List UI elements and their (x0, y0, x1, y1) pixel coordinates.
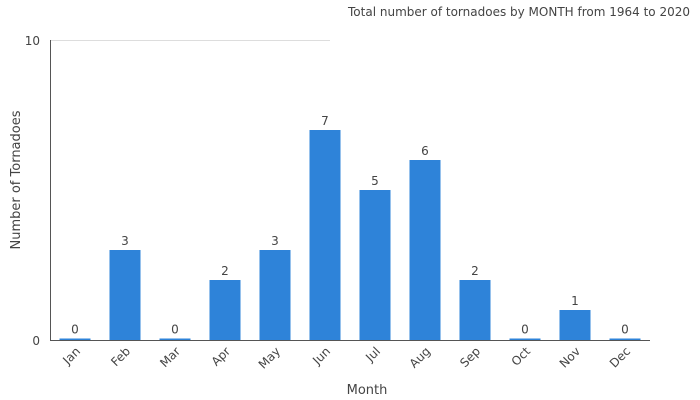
bar-jul (359, 190, 391, 340)
bar-jun (309, 130, 341, 340)
x-tick-label-apr: Apr (209, 344, 234, 369)
bar-feb (109, 250, 141, 340)
chart-title: Total number of tornadoes by MONTH from … (347, 5, 690, 19)
data-label-dec: 0 (621, 323, 629, 337)
data-label-jun: 7 (321, 114, 329, 128)
data-label-aug: 6 (421, 144, 429, 158)
x-tick-labels-group: Jan Feb Mar Apr May Jun Jul Aug Sep Oct Nov Dec (59, 344, 633, 372)
bar-may (259, 250, 291, 340)
y-axis-title: Number of Tornadoes (9, 110, 24, 249)
y-tick-label-max: 10 (25, 34, 40, 48)
bar-aug (409, 160, 441, 340)
data-label-mar: 0 (171, 323, 179, 337)
x-tick-label-jul: Jul (362, 344, 383, 365)
bar-apr (209, 280, 241, 340)
x-tick-label-oct: Oct (509, 344, 534, 369)
bar-oct (509, 338, 541, 340)
data-label-sep: 2 (471, 264, 479, 278)
x-tick-label-aug: Aug (407, 344, 433, 370)
x-axis-title: Month (347, 383, 388, 398)
x-tick-label-nov: Nov (557, 344, 583, 370)
bar-dec (609, 338, 641, 340)
x-tick-label-dec: Dec (607, 344, 633, 370)
x-tick-label-jan: Jan (59, 344, 83, 368)
data-label-jan: 0 (71, 323, 79, 337)
x-tick-label-may: May (256, 344, 283, 371)
data-label-oct: 0 (521, 323, 529, 337)
x-tick-label-sep: Sep (457, 344, 483, 370)
y-tick-label-min: 0 (32, 334, 40, 348)
bar-nov (559, 310, 591, 340)
x-tick-label-mar: Mar (157, 344, 183, 370)
data-label-jul: 5 (371, 174, 379, 188)
bars-group (59, 130, 641, 340)
x-tick-label-feb: Feb (108, 344, 133, 369)
bar-mar (159, 338, 191, 340)
x-tick-label-jun: Jun (309, 344, 333, 368)
bar-jan (59, 338, 91, 340)
data-label-may: 3 (271, 234, 279, 248)
data-label-feb: 3 (121, 234, 129, 248)
data-label-nov: 1 (571, 294, 579, 308)
data-labels-group: 0 3 0 2 3 7 5 6 2 0 1 0 (71, 114, 629, 337)
data-label-apr: 2 (221, 264, 229, 278)
bar-sep (459, 280, 491, 340)
